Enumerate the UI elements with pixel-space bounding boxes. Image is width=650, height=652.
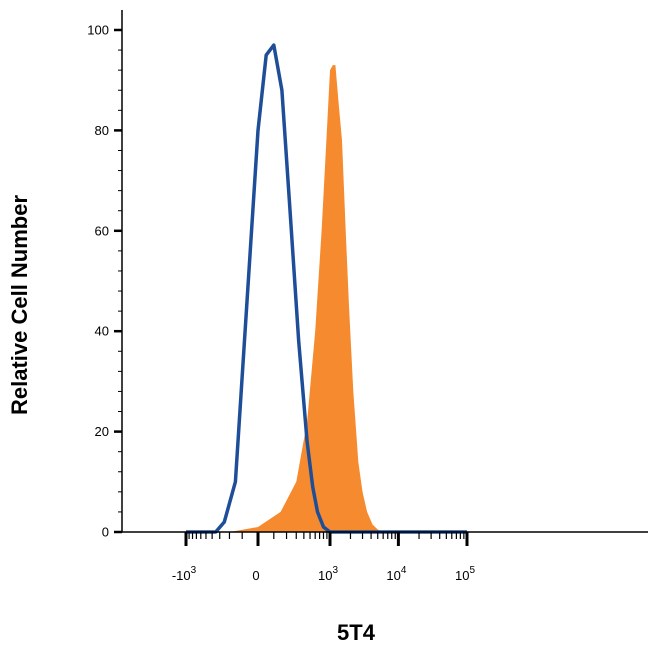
y-tick-label: 40: [95, 324, 109, 339]
y-tick-label: 60: [95, 223, 109, 238]
axes-layer: [121, 10, 648, 533]
series-layer: [186, 43, 467, 534]
y-tick-label: 0: [102, 525, 109, 540]
series-1-line: [186, 43, 467, 534]
y-ticks: 0 20 40 60 80 100: [87, 23, 122, 540]
x-axis-title: 5T4: [337, 620, 376, 645]
x-ticks: -103 0 103 104 105: [172, 532, 475, 583]
x-tick-label: 0: [252, 568, 259, 583]
x-tick-label: 103: [318, 565, 338, 583]
y-tick-label: 100: [87, 23, 109, 38]
series-0-area: [229, 65, 384, 532]
y-axis-title: Relative Cell Number: [7, 195, 32, 416]
y-tick-label: 20: [95, 424, 109, 439]
x-tick-label: -103: [172, 565, 197, 583]
y-tick-label: 80: [95, 123, 109, 138]
x-tick-label: 104: [386, 565, 406, 583]
x-tick-label: 105: [455, 565, 475, 583]
